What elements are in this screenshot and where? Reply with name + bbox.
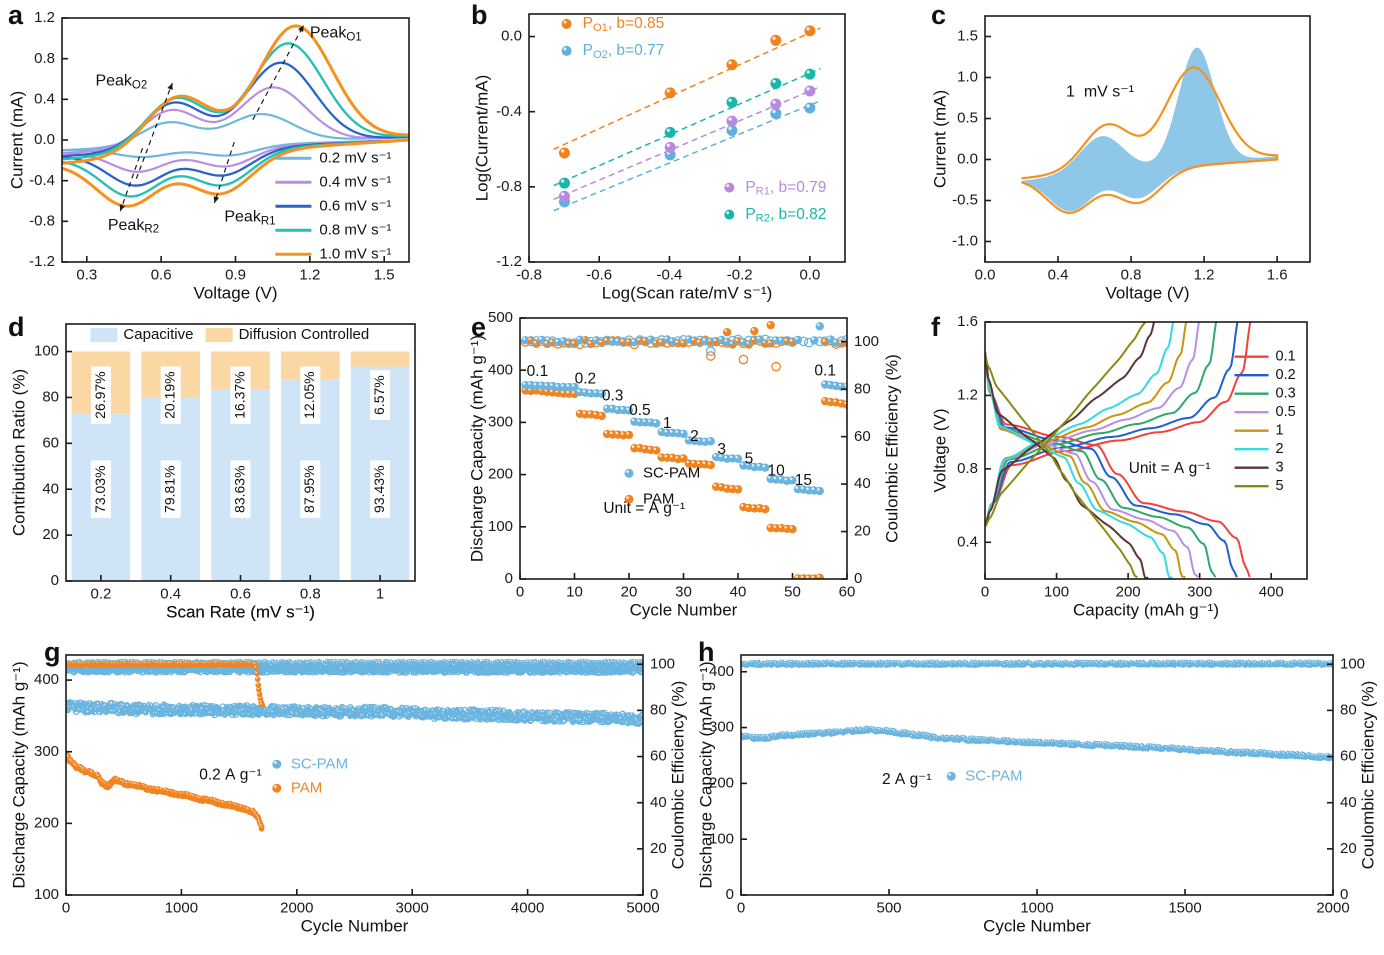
panel-b-letter: b	[471, 0, 488, 30]
panel-e-letter: e	[471, 312, 487, 342]
panel-g: g	[0, 623, 692, 955]
panel-g-canvas	[0, 623, 692, 955]
panel-b: b	[461, 0, 923, 308]
panel-d: d	[0, 308, 461, 623]
panel-f-canvas	[923, 308, 1384, 623]
panel-d-letter: d	[8, 312, 25, 342]
panel-h-canvas	[692, 623, 1384, 955]
panel-c: c	[923, 0, 1384, 308]
panel-a-letter: a	[8, 0, 24, 30]
panel-d-canvas	[0, 308, 461, 623]
panel-e: e	[461, 308, 923, 623]
panel-c-canvas	[923, 0, 1384, 308]
panel-a: a	[0, 0, 461, 308]
panel-b-canvas	[461, 0, 923, 308]
panel-c-letter: c	[931, 0, 947, 30]
panel-h-letter: h	[698, 637, 715, 667]
panel-g-letter: g	[44, 637, 61, 667]
panel-h: h	[692, 623, 1384, 955]
panel-e-canvas	[461, 308, 923, 623]
panel-f-letter: f	[931, 312, 940, 342]
panel-a-canvas	[0, 0, 461, 308]
panel-f: f	[923, 308, 1384, 623]
